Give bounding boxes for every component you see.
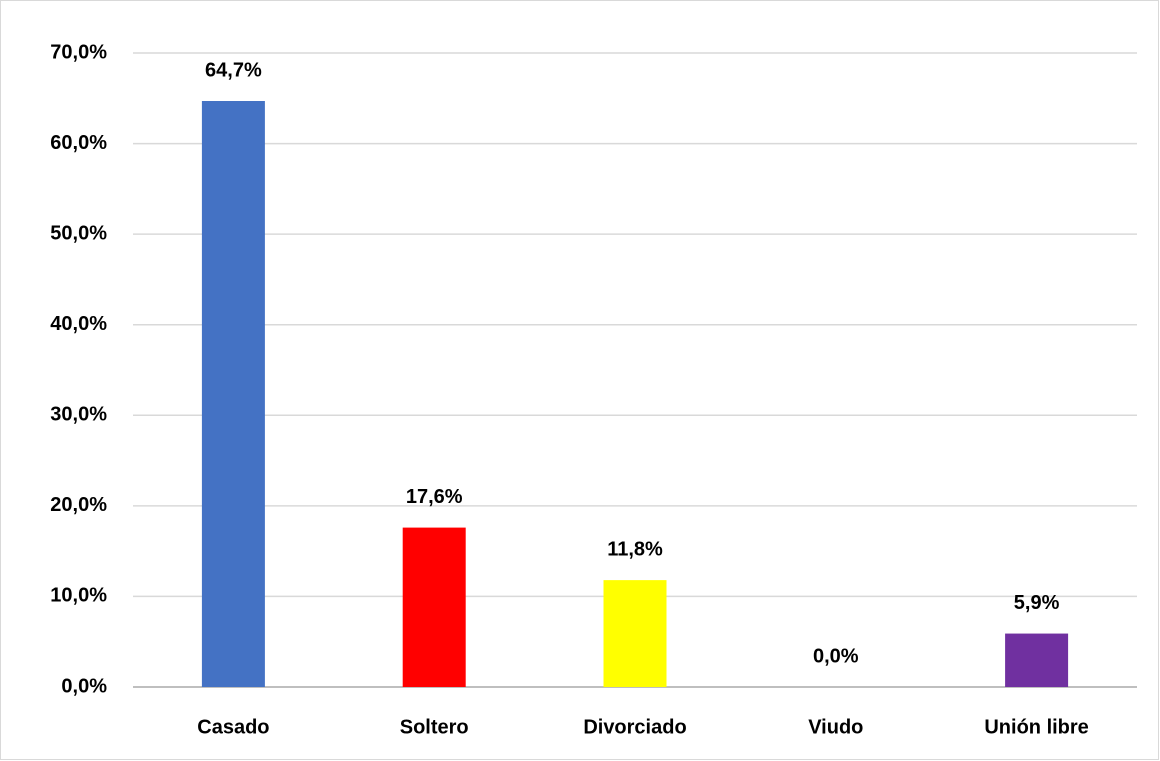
x-tick-label: Divorciado xyxy=(583,716,686,738)
bar xyxy=(201,101,265,687)
x-tick-label: Soltero xyxy=(400,716,469,738)
data-label: 17,6% xyxy=(406,486,463,508)
data-label: 5,9% xyxy=(1014,592,1060,614)
x-tick-label: Viudo xyxy=(808,716,863,738)
x-tick-label: Unión libre xyxy=(984,716,1088,738)
data-label: 64,7% xyxy=(205,59,262,81)
data-label: 0,0% xyxy=(813,645,859,667)
y-tick-label: 20,0% xyxy=(50,494,107,516)
y-tick-label: 50,0% xyxy=(50,222,107,244)
y-tick-label: 30,0% xyxy=(50,404,107,426)
bar xyxy=(402,527,466,687)
x-tick-label: Casado xyxy=(197,716,269,738)
y-tick-label: 10,0% xyxy=(50,585,107,607)
y-tick-label: 60,0% xyxy=(50,132,107,154)
bar xyxy=(1005,633,1069,687)
y-tick-label: 40,0% xyxy=(50,313,107,335)
bar xyxy=(603,580,667,687)
y-tick-label: 70,0% xyxy=(50,41,107,63)
y-tick-label: 0,0% xyxy=(61,675,107,697)
data-label: 11,8% xyxy=(607,538,663,560)
